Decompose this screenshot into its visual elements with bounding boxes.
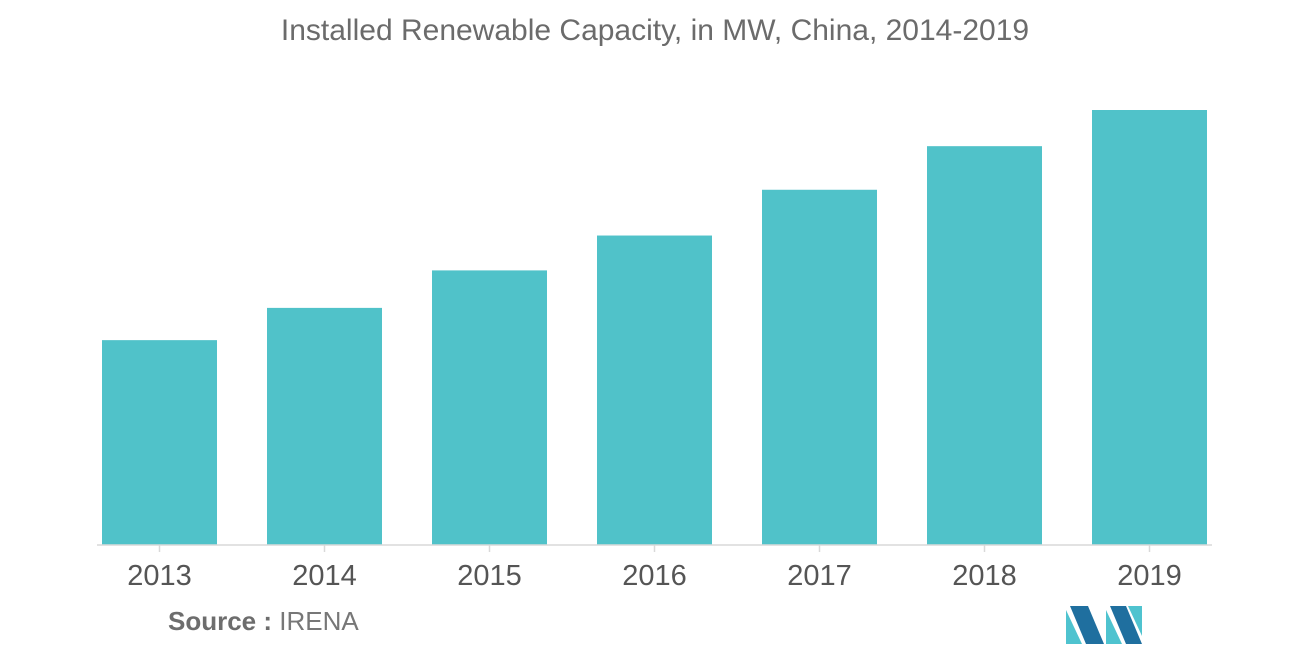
x-tick-label-2013: 2013 <box>127 560 192 592</box>
x-tick-label-2016: 2016 <box>622 560 687 592</box>
x-tick-label-2019: 2019 <box>1117 560 1182 592</box>
bar-chart: 2013 2014 2015 2016 2017 2018 2019 <box>97 110 1212 592</box>
chart-title: Installed Renewable Capacity, in MW, Chi… <box>280 14 1030 47</box>
source-note: Source : IRENA <box>168 606 359 637</box>
bar-2018 <box>927 146 1042 545</box>
bar-2014 <box>267 307 382 545</box>
source-value: IRENA <box>279 606 359 636</box>
mordor-intelligence-logo-icon <box>1066 606 1142 644</box>
x-tick-label-2014: 2014 <box>292 560 357 592</box>
bar-2013 <box>102 340 217 545</box>
x-ticks-group <box>158 545 1151 552</box>
source-label: Source : <box>168 606 273 636</box>
x-tick-label-2015: 2015 <box>457 560 522 592</box>
x-tick-label-2017: 2017 <box>787 560 852 592</box>
x-tick-labels-group: 2013 2014 2015 2016 2017 2018 2019 <box>127 560 1182 592</box>
bars-group <box>102 110 1207 545</box>
bar-2015 <box>432 270 547 545</box>
bar-2016 <box>597 235 712 545</box>
bar-2017 <box>762 189 877 545</box>
bar-2019 <box>1092 110 1207 545</box>
x-tick-label-2018: 2018 <box>952 560 1017 592</box>
